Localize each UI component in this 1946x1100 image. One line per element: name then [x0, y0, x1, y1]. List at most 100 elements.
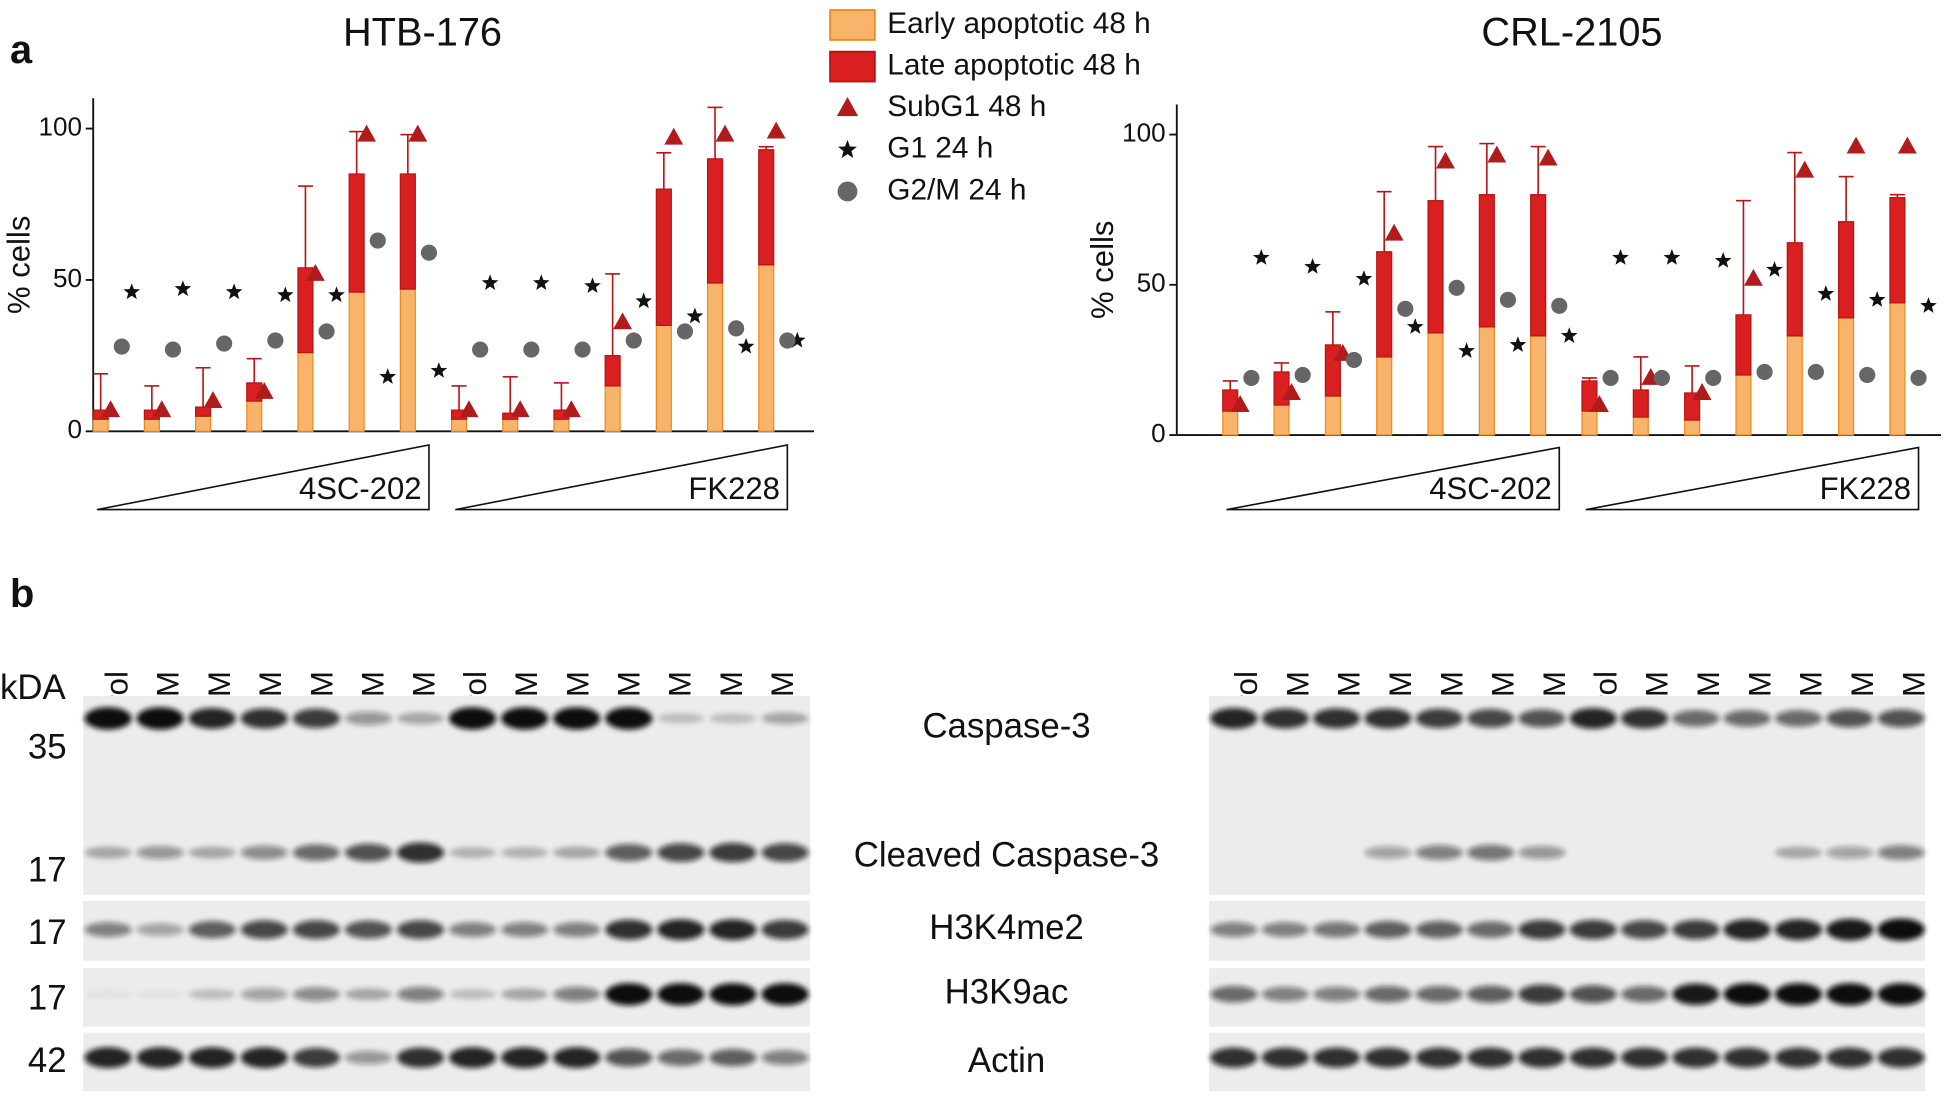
blot-band [1518, 1047, 1566, 1068]
blot-band [1210, 922, 1258, 938]
legend-swatch [829, 9, 876, 41]
subg1-marker [1795, 160, 1815, 178]
g1-marker [1612, 249, 1629, 265]
blot-band [1877, 845, 1925, 861]
subg1-marker [1743, 268, 1763, 286]
g2m-marker [369, 232, 386, 249]
g2m-marker [1756, 363, 1773, 381]
y-tick-label: 0 [1151, 418, 1166, 448]
subg1-marker [1436, 151, 1455, 169]
g1-marker [328, 286, 345, 303]
blot-band [553, 707, 601, 730]
g1-marker [1252, 249, 1270, 265]
blot-band [1261, 1047, 1309, 1068]
blot-band [605, 983, 653, 1006]
g1-marker [1714, 252, 1732, 268]
blot-band [1877, 918, 1925, 941]
blot-band [1312, 708, 1361, 729]
g1-marker [1406, 318, 1424, 334]
blot-band [709, 983, 757, 1006]
blot-membrane [1209, 696, 1925, 895]
blot-band [344, 711, 393, 726]
blot-band [240, 920, 288, 939]
blot-band [240, 845, 288, 860]
bar-segment [399, 288, 416, 432]
bar-segment [655, 188, 672, 326]
blot-band [761, 919, 809, 940]
blot-band [1518, 845, 1566, 860]
g2m-marker [728, 320, 745, 337]
dose-wedge [1226, 446, 1561, 511]
bar-segment [194, 415, 212, 432]
blot-band [240, 1047, 288, 1069]
subg1-marker [1230, 395, 1250, 412]
subg1-marker [459, 400, 479, 418]
bar-segment [1427, 200, 1444, 334]
subg1-marker [1487, 145, 1507, 163]
blot-band [344, 988, 393, 1001]
blot-band [1620, 1047, 1669, 1068]
bar-segment [758, 149, 775, 266]
blot-band [553, 1047, 601, 1069]
g1-marker [276, 286, 294, 303]
y-tick-label: 100 [1122, 117, 1166, 147]
bar-segment [1735, 374, 1752, 436]
g1-marker [1458, 342, 1475, 359]
kda-title: kDA [0, 669, 67, 707]
bar-segment [1273, 371, 1290, 406]
subg1-marker [152, 400, 172, 418]
subg1-marker [766, 121, 786, 139]
g1-marker [174, 280, 192, 297]
subg1-marker [1538, 148, 1558, 166]
bar-segment [655, 324, 672, 432]
blot-band [1210, 707, 1258, 729]
subg1-marker [664, 127, 684, 145]
blot-band [1261, 922, 1309, 938]
g1-marker [686, 307, 704, 324]
bar-segment [194, 406, 212, 417]
bar-segment [1889, 197, 1906, 304]
g1-marker [1304, 258, 1321, 274]
g2m-marker [779, 332, 796, 349]
bar-segment [450, 418, 468, 432]
bar-segment [246, 400, 263, 432]
subg1-marker [254, 382, 274, 399]
g1-marker [788, 331, 806, 348]
blot-band [1723, 710, 1771, 727]
g2m-marker [113, 338, 130, 355]
bar-segment [1376, 356, 1393, 436]
blot-band [1518, 709, 1566, 728]
blot-band [1774, 846, 1823, 859]
blot-band [1364, 1047, 1412, 1068]
g2m-marker [676, 323, 694, 340]
y-tick-label: 50 [53, 263, 82, 293]
blot-band [1620, 986, 1669, 1003]
subg1-marker [357, 124, 377, 142]
protein-label: Caspase-3 [922, 708, 1090, 746]
blot-band [1210, 986, 1258, 1003]
legend-label: G1 24 h [887, 132, 993, 165]
blot-band [292, 987, 340, 1002]
kda-marker: 35 [28, 729, 67, 767]
blot-band [84, 990, 132, 999]
blot-band [1569, 1047, 1617, 1068]
g2m-marker [1345, 351, 1363, 369]
subg1-marker [1282, 383, 1301, 400]
blot-band [1415, 845, 1463, 861]
g2m-marker [164, 341, 182, 358]
blot-band [553, 922, 601, 938]
blot-band [501, 988, 549, 1001]
bar-segment [1376, 251, 1393, 358]
g2m-marker [1397, 300, 1414, 317]
g2m-marker [1294, 366, 1311, 384]
blot-band [1672, 983, 1720, 1006]
blot-band [188, 921, 236, 939]
kda-marker: 42 [28, 1042, 67, 1080]
blot-band [1466, 1047, 1515, 1068]
g2m-marker [472, 341, 489, 358]
blot-band [292, 1047, 340, 1068]
y-tick-label: 100 [38, 111, 82, 141]
bar-segment [1786, 242, 1803, 337]
blot-band [709, 713, 757, 724]
